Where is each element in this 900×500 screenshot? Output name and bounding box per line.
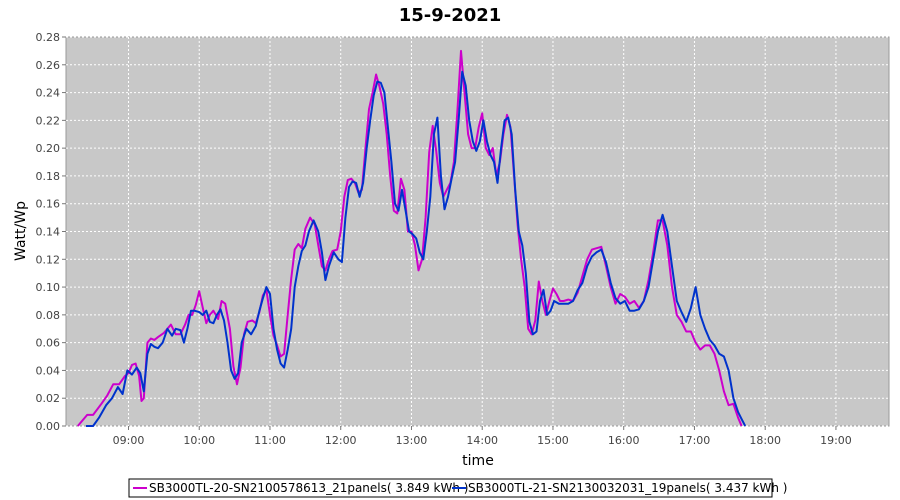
x-tick-label: 19:00: [820, 434, 852, 447]
y-tick-label: 0.10: [36, 281, 61, 294]
x-tick-label: 09:00: [113, 434, 145, 447]
y-tick-label: 0.08: [36, 309, 61, 322]
series-line-2: [86, 70, 747, 427]
y-axis: 0.00 0.02 0.04 0.06 0.08 0.10 0.12 0.14 0.16 0.18…: [36, 31, 66, 433]
x-tick-label: 17:00: [679, 434, 711, 447]
y-tick-label: 0.24: [36, 87, 61, 100]
y-tick-label: 0.20: [36, 142, 61, 155]
y-tick-label: 0.22: [36, 114, 61, 127]
y-tick-label: 0.00: [36, 420, 61, 433]
y-tick-label: 0.14: [36, 226, 61, 239]
x-tick-label: 10:00: [183, 434, 215, 447]
y-tick-label: 0.02: [36, 392, 61, 405]
plot-area: [65, 36, 890, 427]
y-axis-label: Watt/Wp: [13, 201, 29, 261]
x-tick-label: 18:00: [749, 434, 781, 447]
x-tick-label: 11:00: [254, 434, 286, 447]
y-tick-label: 0.18: [36, 170, 61, 183]
y-tick-label: 0.28: [36, 31, 61, 44]
y-tick-label: 0.16: [36, 198, 61, 211]
x-axis-label: time: [462, 453, 494, 469]
chart-title: 15-9-2021: [399, 5, 502, 26]
x-tick-label: 13:00: [396, 434, 428, 447]
legend-label-1: SB3000TL-20-SN2100578613_21panels( 3.849…: [149, 481, 468, 495]
y-tick-label: 0.12: [36, 253, 61, 266]
grid: [66, 36, 889, 427]
x-tick-label: 14:00: [466, 434, 498, 447]
y-tick-label: 0.04: [36, 364, 61, 377]
x-axis: 09:00 10:00 11:00 12:00 13:00 14:00 15:00 16:00…: [113, 426, 852, 447]
series-lines: [77, 49, 747, 427]
y-tick-label: 0.06: [36, 337, 61, 350]
legend-box: [128, 478, 773, 498]
legend-label-2: SB3000TL-21-SN2130032031_19panels( 3.437…: [468, 481, 787, 495]
legend: SB3000TL-20-SN2100578613_21panels( 3.849…: [133, 481, 787, 495]
x-tick-label: 12:00: [325, 434, 357, 447]
x-tick-label: 15:00: [537, 434, 569, 447]
x-tick-label: 16:00: [608, 434, 640, 447]
y-tick-label: 0.26: [36, 59, 61, 72]
